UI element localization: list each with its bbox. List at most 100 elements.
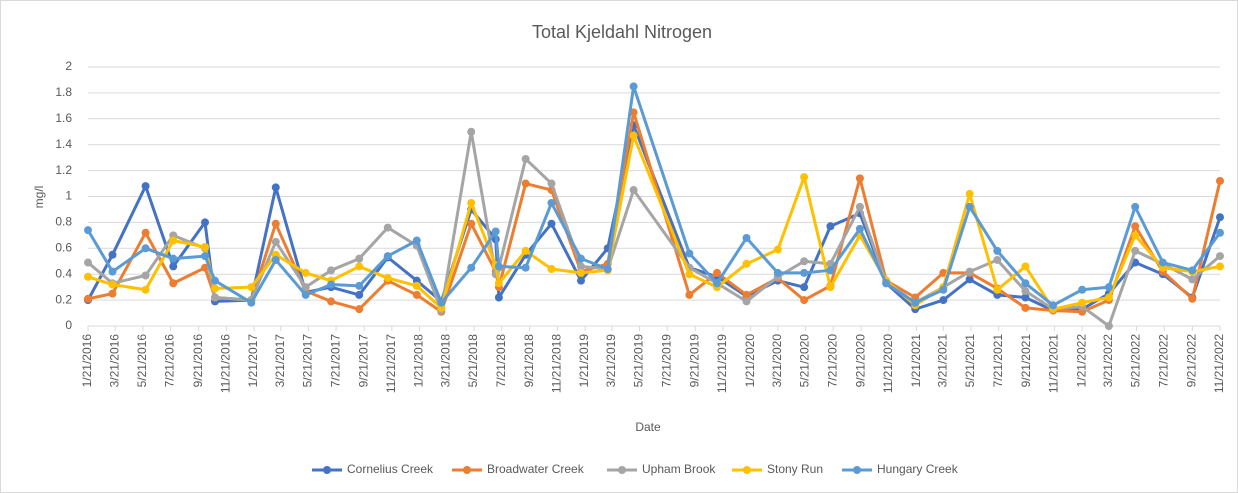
data-point <box>355 290 364 299</box>
data-point <box>1131 202 1140 211</box>
data-point <box>108 289 117 298</box>
data-point <box>742 297 751 306</box>
data-point <box>742 233 751 242</box>
x-tick-label: 9/21/2022 <box>1185 334 1199 388</box>
data-point <box>141 271 150 280</box>
y-tick-label: 1.8 <box>55 85 72 99</box>
data-point <box>800 296 809 305</box>
legend-marker <box>463 466 471 474</box>
data-point <box>108 267 117 276</box>
data-point <box>603 265 612 274</box>
data-point <box>826 283 835 292</box>
data-point <box>1216 213 1224 222</box>
x-tick-label: 3/21/2021 <box>936 334 950 388</box>
legend-marker <box>853 466 861 474</box>
legend-label: Broadwater Creek <box>487 462 585 476</box>
data-point <box>355 262 364 271</box>
data-point <box>576 254 585 263</box>
x-tick-label: 5/21/2018 <box>466 334 480 388</box>
data-point <box>201 218 210 227</box>
data-point <box>685 290 694 299</box>
x-tick-label: 9/21/2021 <box>1019 334 1033 388</box>
data-point <box>521 246 530 255</box>
data-point <box>327 266 336 275</box>
data-point <box>494 262 503 271</box>
data-point <box>355 305 364 314</box>
data-point <box>327 297 336 306</box>
data-point <box>993 246 1002 255</box>
x-tick-label: 9/21/2020 <box>853 334 867 388</box>
x-tick-label: 11/21/2022 <box>1212 334 1226 393</box>
data-point <box>576 276 585 285</box>
data-point <box>1131 231 1140 240</box>
data-point <box>247 283 256 292</box>
data-point <box>1104 283 1113 292</box>
data-point <box>1021 262 1030 271</box>
data-point <box>412 290 421 299</box>
data-point <box>247 298 256 307</box>
legend-label: Upham Brook <box>642 462 716 476</box>
data-point <box>1131 222 1140 231</box>
data-point <box>855 224 864 233</box>
data-point <box>547 219 556 228</box>
data-point <box>201 263 210 272</box>
data-point <box>301 283 310 292</box>
data-point <box>1216 252 1224 261</box>
x-tick-label: 1/21/2020 <box>743 334 757 388</box>
data-point <box>494 279 503 288</box>
data-point <box>84 272 92 281</box>
data-point <box>467 127 476 136</box>
x-tick-label: 9/21/2017 <box>356 334 370 388</box>
y-tick-label: 0.4 <box>55 266 72 280</box>
x-tick-label: 9/21/2019 <box>687 334 701 388</box>
data-point <box>713 268 722 277</box>
y-tick-label: 1.4 <box>55 137 72 151</box>
data-point <box>84 258 92 267</box>
data-point <box>993 285 1002 294</box>
y-tick-label: 1 <box>65 189 72 203</box>
x-tick-label: 11/21/2016 <box>218 334 232 393</box>
data-point <box>169 236 178 245</box>
data-point <box>800 268 809 277</box>
x-tick-label: 3/21/2017 <box>273 334 287 388</box>
data-point <box>965 275 974 284</box>
legend-marker <box>618 466 626 474</box>
x-tick-label: 1/21/2018 <box>412 334 426 388</box>
data-point <box>437 298 446 307</box>
y-tick-label: 1.6 <box>55 111 72 125</box>
y-tick-label: 0 <box>65 318 72 332</box>
data-point <box>108 250 117 259</box>
data-point <box>271 183 280 192</box>
x-tick-label: 1/21/2017 <box>246 334 260 388</box>
data-point <box>800 173 809 182</box>
data-point <box>210 293 219 302</box>
data-point <box>521 154 530 163</box>
x-tick-label: 9/21/2018 <box>522 334 536 388</box>
data-point <box>576 262 585 271</box>
data-point <box>494 293 503 302</box>
data-point <box>826 222 835 231</box>
x-tick-label: 5/21/2016 <box>135 334 149 388</box>
data-point <box>467 198 476 207</box>
data-point <box>1049 301 1058 310</box>
data-point <box>1158 258 1167 267</box>
data-point <box>169 262 178 271</box>
data-point <box>1078 285 1087 294</box>
data-point <box>773 268 782 277</box>
x-tick-label: 1/21/2022 <box>1074 334 1088 388</box>
data-point <box>383 223 392 232</box>
x-tick-label: 7/21/2022 <box>1156 334 1170 388</box>
data-point <box>467 219 476 228</box>
data-point <box>355 254 364 263</box>
x-tick-label: 3/21/2020 <box>770 334 784 388</box>
data-point <box>713 279 722 288</box>
data-point <box>826 266 835 275</box>
data-point <box>882 279 891 288</box>
data-point <box>1078 298 1087 307</box>
x-tick-label: 1/21/2019 <box>577 334 591 388</box>
series-line <box>86 84 1222 307</box>
data-point <box>939 296 948 305</box>
data-point <box>629 131 638 140</box>
x-tick-label: 7/21/2021 <box>991 334 1005 388</box>
data-point <box>467 263 476 272</box>
